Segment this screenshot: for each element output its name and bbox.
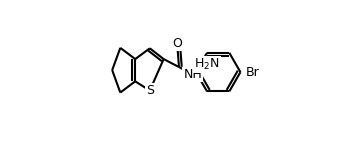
Text: NH: NH [183,68,202,81]
Text: Br: Br [245,66,259,79]
Text: H$_2$N: H$_2$N [194,57,220,72]
Text: S: S [146,84,154,97]
Text: O: O [172,37,182,50]
